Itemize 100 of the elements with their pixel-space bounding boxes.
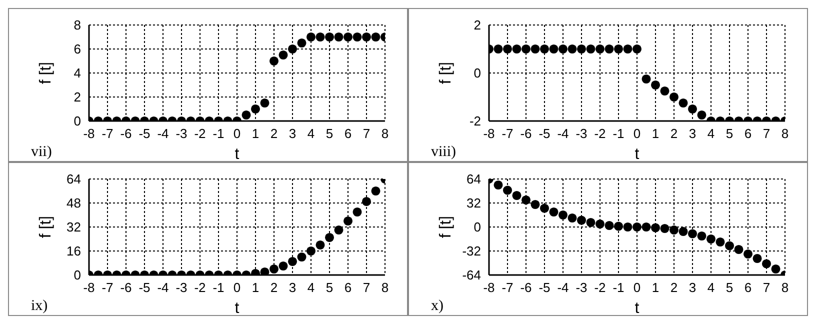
x-tick-label: -3 — [176, 126, 188, 142]
point — [297, 252, 306, 262]
point — [604, 44, 614, 54]
x-axis-title: t — [234, 300, 240, 317]
x-tick-label: -8 — [483, 280, 495, 296]
point — [334, 225, 344, 235]
point — [604, 220, 614, 230]
y-tick-label: 64 — [466, 172, 481, 187]
point — [614, 222, 624, 231]
y-tick-label: 0 — [474, 220, 481, 235]
point — [316, 240, 325, 250]
point — [660, 86, 670, 96]
x-tick-label: 0 — [633, 280, 641, 296]
point — [669, 225, 679, 235]
y-axis-title: f [t] — [38, 62, 55, 84]
point — [362, 196, 372, 206]
point — [632, 44, 642, 54]
point — [660, 224, 670, 234]
x-tick-label: 8 — [381, 280, 389, 296]
x-tick-label: 6 — [344, 126, 352, 142]
x-tick-label: -7 — [502, 126, 514, 142]
point — [595, 219, 605, 229]
text: vii) — [31, 144, 52, 161]
point — [288, 44, 298, 54]
point — [324, 32, 334, 42]
x-tick-label: -5 — [138, 280, 150, 296]
point — [568, 44, 577, 54]
x-tick-label: -6 — [520, 126, 532, 142]
x-tick-label: -2 — [194, 126, 206, 142]
y-tick-label: 8 — [74, 18, 81, 33]
text: viii) — [431, 144, 456, 161]
point — [595, 44, 605, 54]
x-tick-label: 6 — [344, 280, 352, 296]
point — [502, 186, 512, 195]
x-tick-label: 4 — [307, 280, 315, 296]
x-axis-title: t — [234, 146, 240, 163]
x-tick-label: 2 — [670, 126, 678, 142]
y-tick-label: -2 — [469, 114, 481, 129]
point — [316, 32, 325, 42]
point — [334, 32, 344, 42]
point — [306, 246, 316, 256]
x-tick-label: -7 — [102, 280, 114, 296]
x-tick-label: -8 — [83, 126, 95, 142]
x-tick-label: -3 — [176, 280, 188, 296]
point — [558, 210, 568, 220]
point — [540, 44, 550, 54]
point — [352, 32, 362, 42]
x-tick-label: -4 — [157, 126, 169, 142]
x-tick-label: 0 — [233, 126, 241, 142]
point — [576, 216, 586, 225]
point — [752, 254, 762, 264]
x-tick-label: -4 — [157, 280, 169, 296]
x-tick-label: -8 — [83, 280, 95, 296]
y-tick-label: 6 — [74, 42, 81, 57]
x-tick-label: 1 — [252, 280, 260, 296]
x-tick-label: 4 — [707, 280, 715, 296]
point — [343, 216, 353, 226]
x-tick-label: 5 — [726, 280, 734, 296]
point — [771, 264, 780, 274]
point — [650, 223, 660, 232]
point — [632, 222, 642, 232]
point — [568, 213, 577, 223]
point — [724, 241, 734, 250]
point — [642, 74, 651, 84]
x-tick-label: 5 — [326, 280, 334, 296]
y-axis-title: f [t] — [438, 62, 455, 84]
x-tick-label: -6 — [520, 280, 532, 296]
x-tick-label: 1 — [252, 126, 260, 142]
x-tick-label: -2 — [594, 126, 606, 142]
text: x) — [431, 298, 444, 315]
point — [269, 56, 279, 66]
point — [540, 204, 550, 213]
x-tick-label: 8 — [381, 126, 389, 142]
point — [586, 44, 596, 54]
point — [743, 249, 753, 259]
point — [706, 234, 716, 244]
point — [512, 190, 522, 200]
point — [716, 237, 725, 247]
point — [734, 244, 744, 254]
x-tick-label: -5 — [138, 126, 150, 142]
y-tick-label: 4 — [74, 66, 81, 81]
x-tick-label: -7 — [502, 280, 514, 296]
point — [623, 44, 632, 54]
y-tick-label: 2 — [474, 18, 481, 33]
point — [343, 32, 353, 42]
x-tick-label: 5 — [326, 126, 334, 142]
x-tick-label: 7 — [762, 126, 770, 142]
y-tick-label: 64 — [66, 172, 81, 187]
y-tick-label: -32 — [462, 244, 481, 259]
x-tick-label: -5 — [538, 126, 550, 142]
y-tick-label: -64 — [462, 268, 481, 283]
point — [324, 232, 334, 242]
point — [558, 44, 568, 54]
point — [642, 222, 651, 232]
y-tick-label: 32 — [66, 220, 81, 235]
x-tick-label: -1 — [212, 126, 224, 142]
y-tick-label: 16 — [66, 244, 81, 259]
point — [762, 259, 772, 268]
point — [549, 207, 558, 217]
x-tick-label: 0 — [633, 126, 641, 142]
